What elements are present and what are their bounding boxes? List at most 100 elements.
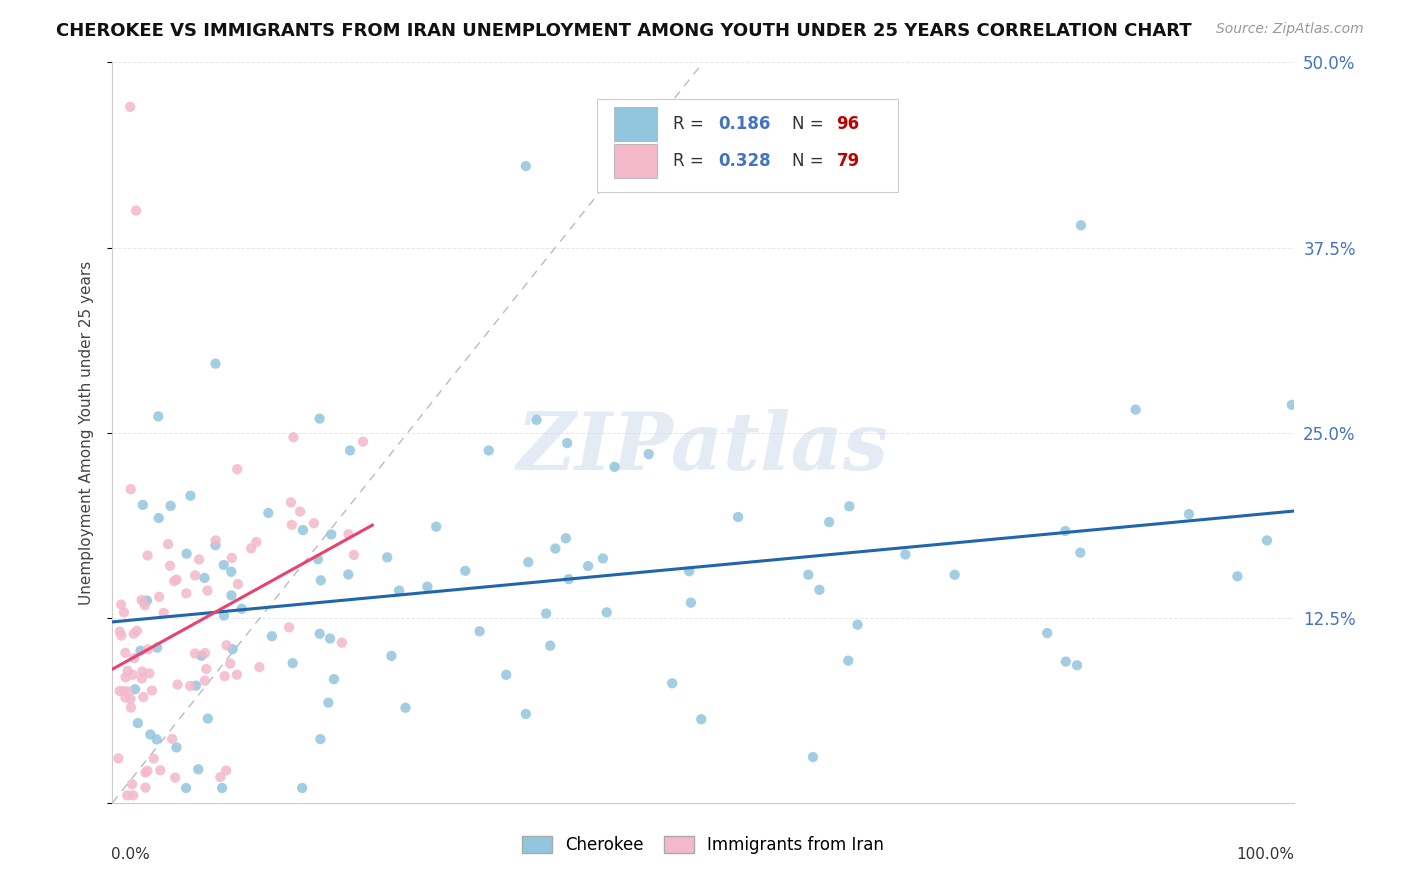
Point	[1178, 507, 1201, 521]
Point	[114, 670, 136, 684]
Point	[159, 499, 181, 513]
Point	[117, 684, 139, 698]
Point	[131, 672, 153, 686]
Point	[179, 489, 201, 503]
Point	[148, 590, 170, 604]
Point	[226, 577, 249, 591]
Point	[204, 357, 226, 371]
Point	[190, 648, 212, 663]
Point	[159, 558, 181, 573]
Text: 0.186: 0.186	[718, 115, 770, 133]
Point	[596, 605, 619, 619]
Point	[291, 523, 314, 537]
Point	[125, 203, 148, 218]
Point	[388, 583, 411, 598]
Point	[308, 411, 330, 425]
FancyBboxPatch shape	[614, 107, 657, 141]
Point	[219, 565, 242, 579]
Point	[288, 505, 311, 519]
Point	[108, 624, 131, 639]
Point	[319, 632, 342, 646]
Point	[1226, 569, 1249, 583]
Point	[131, 665, 153, 679]
Point	[219, 657, 242, 671]
Point	[1054, 524, 1077, 538]
Point	[478, 443, 501, 458]
Point	[592, 551, 614, 566]
Point	[176, 586, 198, 600]
Point	[117, 664, 139, 678]
Point	[245, 535, 267, 549]
Point	[145, 732, 167, 747]
Text: 0.328: 0.328	[718, 152, 770, 169]
Point	[141, 683, 163, 698]
Point	[114, 690, 136, 705]
Point	[165, 771, 187, 785]
Point	[281, 656, 304, 670]
Point	[515, 706, 537, 721]
Point	[134, 765, 156, 780]
Point	[307, 552, 329, 566]
Point	[337, 567, 360, 582]
Point	[157, 537, 180, 551]
Point	[160, 731, 183, 746]
Point	[166, 573, 188, 587]
Point	[678, 564, 700, 578]
Point	[330, 636, 353, 650]
Point	[309, 732, 332, 747]
Point	[308, 626, 330, 640]
Point	[603, 459, 626, 474]
Text: CHEROKEE VS IMMIGRANTS FROM IRAN UNEMPLOYMENT AMONG YOUTH UNDER 25 YEARS CORRELA: CHEROKEE VS IMMIGRANTS FROM IRAN UNEMPLO…	[56, 22, 1192, 40]
Point	[174, 780, 197, 795]
Point	[943, 567, 966, 582]
Point	[226, 667, 249, 681]
Point	[166, 740, 188, 755]
Legend: Cherokee, Immigrants from Iran: Cherokee, Immigrants from Iran	[516, 830, 890, 861]
Point	[197, 712, 219, 726]
Text: N =: N =	[792, 152, 828, 169]
Point	[176, 547, 198, 561]
Point	[122, 789, 145, 803]
Point	[193, 571, 215, 585]
Point	[894, 548, 917, 562]
Point	[554, 531, 576, 545]
Point	[394, 700, 416, 714]
Point	[416, 580, 439, 594]
Point	[127, 716, 149, 731]
Point	[1070, 219, 1092, 233]
Point	[139, 727, 162, 741]
Point	[134, 780, 156, 795]
Point	[120, 692, 142, 706]
Point	[107, 751, 129, 765]
Point	[179, 679, 201, 693]
Point	[121, 777, 143, 791]
Point	[425, 519, 447, 533]
Point	[117, 789, 139, 803]
Point	[281, 517, 304, 532]
Point	[110, 628, 132, 642]
Point	[125, 624, 148, 638]
Point	[215, 638, 238, 652]
Point	[120, 482, 142, 496]
Point	[132, 498, 155, 512]
Point	[122, 626, 145, 640]
Point	[148, 511, 170, 525]
Point	[215, 764, 238, 778]
Point	[129, 643, 152, 657]
Point	[380, 648, 402, 663]
FancyBboxPatch shape	[596, 99, 898, 192]
Point	[637, 447, 659, 461]
Point	[260, 629, 283, 643]
Point	[184, 679, 207, 693]
Point	[138, 666, 160, 681]
Point	[679, 596, 702, 610]
Point	[136, 642, 159, 657]
Point	[352, 434, 374, 449]
Point	[318, 696, 340, 710]
Point	[1256, 533, 1278, 548]
Point	[557, 572, 579, 586]
Point	[1036, 626, 1059, 640]
Point	[184, 568, 207, 582]
Point	[495, 668, 517, 682]
Point	[212, 558, 235, 572]
